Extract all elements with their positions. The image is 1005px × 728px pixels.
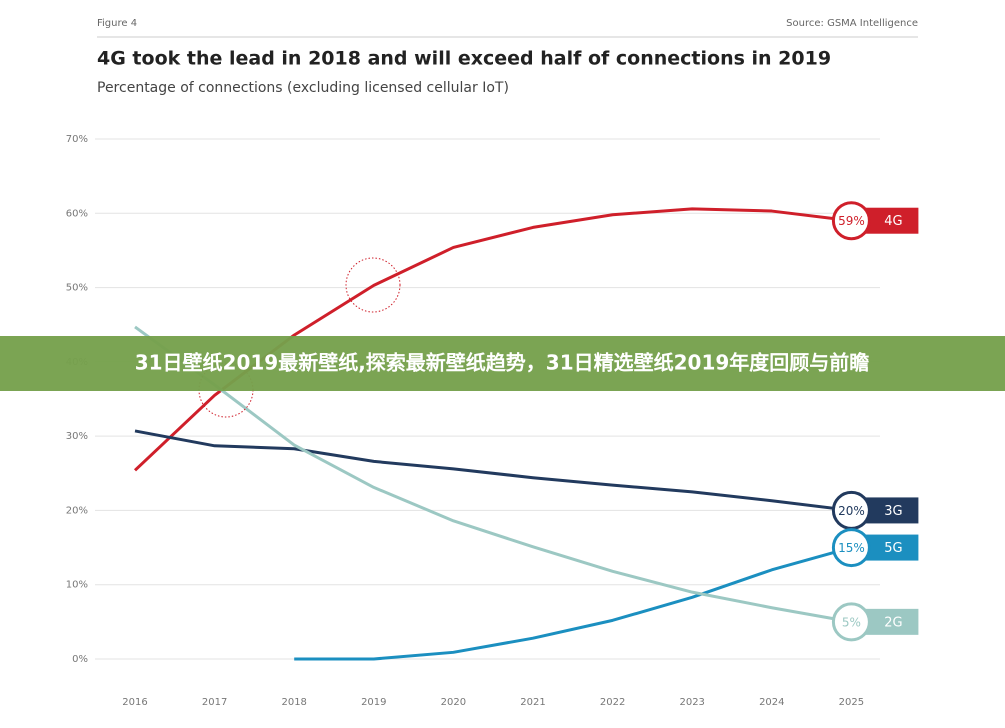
series-line [294,546,852,661]
legend-label: 3G [884,504,902,519]
legend-label: 5G [884,541,902,556]
y-tick-label: 70% [66,134,88,145]
data-label: 20% [838,504,865,518]
chart-title: 4G took the lead in 2018 and will exceed… [97,48,831,70]
series-tag [865,534,919,561]
end-marker [831,528,871,568]
series-tag [865,497,919,524]
series-line [134,325,852,624]
y-tick-label: 50% [66,283,88,294]
end-marker [831,602,871,642]
source: Source: GSMA Intelligence [786,18,918,29]
x-tick-label: 2017 [202,697,227,708]
y-tick-label: 0% [72,654,88,665]
series-line [134,429,852,512]
y-tick-label: 10% [66,580,88,591]
y-tick-label: 20% [66,505,88,516]
legend-label: 2G [884,615,902,630]
y-tick-label: 30% [66,431,88,442]
x-tick-label: 2024 [759,697,784,708]
legend-label: 4G [884,214,902,229]
x-tick-label: 2016 [122,697,147,708]
banner [0,336,1005,391]
x-tick-label: 2019 [361,697,386,708]
banner-text: 31日壁纸2019最新壁纸,探索最新壁纸趋势，31日精选壁纸2019年度回顾与前… [135,351,870,375]
grid: 0%10%20%30%40%50%60%70%20162017201820192… [66,134,880,708]
x-tick-label: 2022 [600,697,625,708]
plot [133,207,852,661]
figure-label: Figure 4 [97,18,137,29]
series-tag [865,207,919,234]
series-tag [865,608,919,635]
data-label: 15% [838,541,865,555]
x-tick-label: 2018 [281,697,306,708]
chart-subtitle: Percentage of connections (excluding lic… [97,80,509,96]
highlight-circle [345,257,401,313]
x-tick-label: 2020 [441,697,466,708]
end-labels: 4G 59% 3G 20% 5G 15% 2G 5% [831,201,919,642]
x-tick-label: 2023 [679,697,704,708]
x-tick-label: 2021 [520,697,545,708]
data-label: 5% [842,615,861,629]
end-marker [831,201,871,241]
data-label: 59% [838,214,865,228]
y-tick-label: 60% [66,208,88,219]
x-tick-label: 2025 [839,697,864,708]
